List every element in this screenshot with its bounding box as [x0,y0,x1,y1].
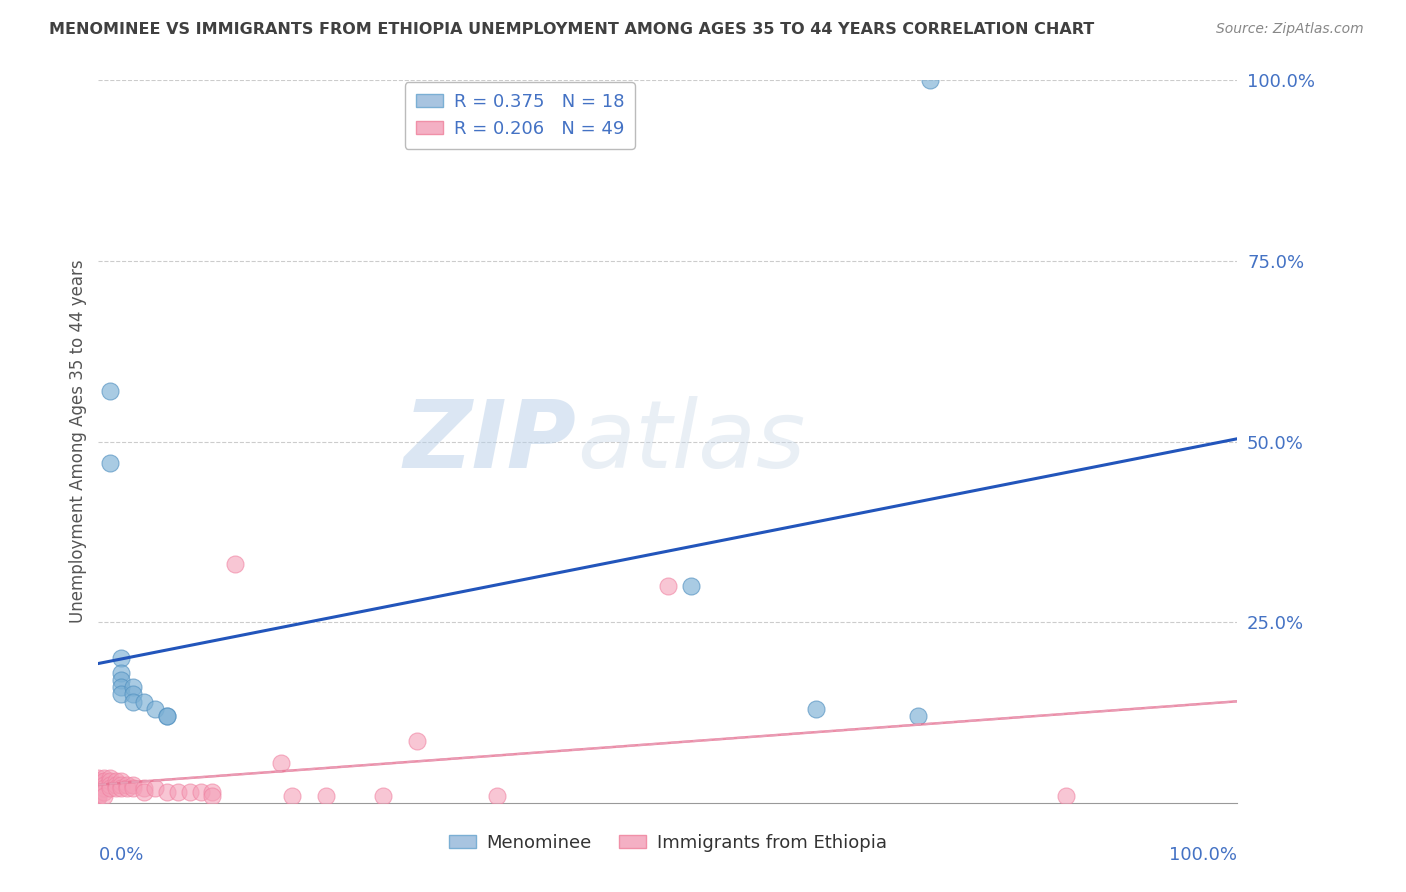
Point [87,778,110,792]
Point [371,789,394,803]
Point [132,785,155,799]
Point [104,778,127,792]
Point [121,781,143,796]
Point [110,687,132,701]
Point [156,709,179,723]
Point [270,756,292,770]
Text: 0.0%: 0.0% [98,847,143,864]
Point [87,790,110,805]
Point [121,695,143,709]
Point [918,73,941,87]
Point [110,665,132,680]
Point [156,785,179,799]
Point [93,789,115,803]
Point [110,680,132,694]
Point [87,787,110,801]
Point [98,771,121,785]
Point [87,774,110,789]
Point [93,774,115,789]
Point [167,785,190,799]
Point [87,789,110,803]
Point [145,702,167,716]
Point [110,651,132,665]
Point [110,778,132,792]
Point [98,778,121,792]
Point [281,789,304,803]
Point [486,789,509,803]
Point [132,781,155,796]
Point [145,781,167,796]
Point [115,781,138,796]
Point [156,709,179,723]
Point [98,781,121,796]
Legend: Menominee, Immigrants from Ethiopia: Menominee, Immigrants from Ethiopia [441,826,894,859]
Point [110,673,132,687]
Point [201,785,224,799]
Point [201,789,224,803]
Point [224,558,246,572]
Point [98,774,121,789]
Point [679,579,702,593]
Point [907,709,929,723]
Y-axis label: Unemployment Among Ages 35 to 44 years: Unemployment Among Ages 35 to 44 years [69,260,87,624]
Text: ZIP: ZIP [404,395,576,488]
Point [179,785,201,799]
Point [87,775,110,789]
Point [93,781,115,796]
Point [132,695,155,709]
Point [98,384,121,398]
Point [190,785,212,799]
Point [121,778,143,792]
Point [1054,789,1078,803]
Point [87,782,110,797]
Point [110,781,132,796]
Point [93,778,115,792]
Point [406,734,429,748]
Point [657,579,679,593]
Point [104,781,127,796]
Point [115,778,138,792]
Point [87,781,110,796]
Text: Source: ZipAtlas.com: Source: ZipAtlas.com [1216,22,1364,37]
Point [804,702,827,716]
Point [87,785,110,799]
Point [98,456,121,470]
Point [110,774,132,789]
Text: MENOMINEE VS IMMIGRANTS FROM ETHIOPIA UNEMPLOYMENT AMONG AGES 35 TO 44 YEARS COR: MENOMINEE VS IMMIGRANTS FROM ETHIOPIA UN… [49,22,1094,37]
Point [87,780,110,794]
Point [121,680,143,694]
Text: 100.0%: 100.0% [1170,847,1237,864]
Point [87,771,110,785]
Point [121,687,143,701]
Point [93,771,115,785]
Text: atlas: atlas [576,396,806,487]
Point [315,789,337,803]
Point [104,774,127,789]
Point [93,785,115,799]
